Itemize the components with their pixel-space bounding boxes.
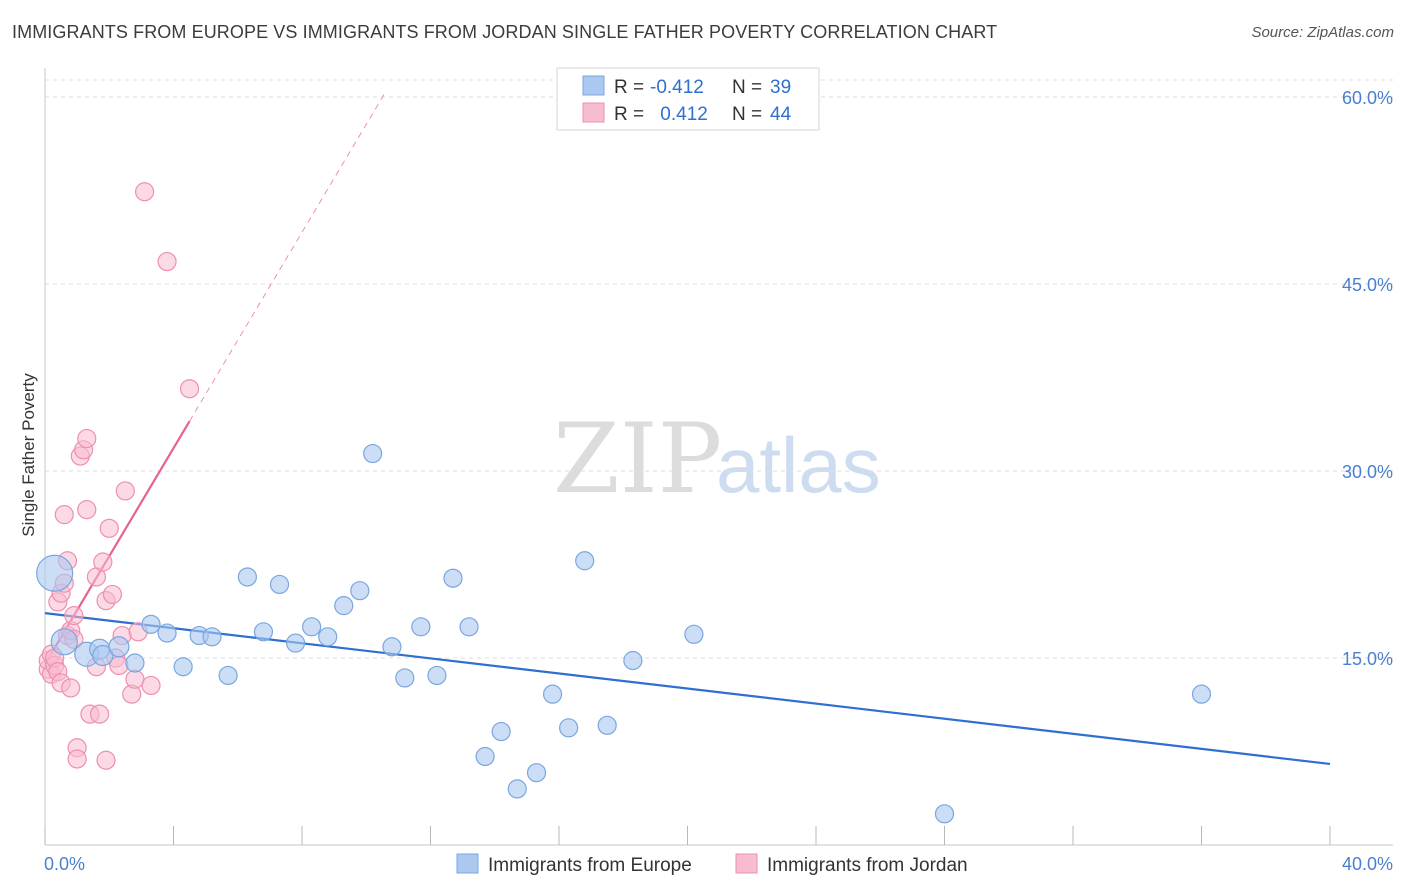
stats-legend-n-label-europe: N =: [732, 77, 762, 98]
europe-point-34: [575, 551, 595, 571]
jordan-point-27: [90, 704, 110, 724]
europe-point-17: [302, 617, 322, 637]
europe-point-15: [269, 574, 290, 595]
y-tick-label-1: 30.0%: [1342, 462, 1393, 482]
europe-point-16: [285, 633, 306, 653]
europe-point-19: [334, 596, 354, 616]
series-legend: Immigrants from Europe Immigrants from J…: [456, 853, 968, 876]
europe-point-7: [141, 614, 161, 634]
europe-point-33: [559, 718, 579, 738]
europe-point-1: [50, 628, 78, 656]
europe-point-6: [125, 653, 145, 673]
jordan-point-40: [134, 182, 155, 202]
stats-legend-swatch-jordan: [582, 102, 605, 123]
watermark-atlas: atlas: [716, 421, 881, 509]
jordan-point-42: [157, 251, 177, 272]
stats-legend-r-value-europe: -0.412: [650, 77, 704, 98]
chart-title: IMMIGRANTS FROM EUROPE VS IMMIGRANTS FRO…: [12, 22, 998, 42]
y-tick-labels: 15.0% 30.0% 45.0% 60.0%: [1342, 88, 1393, 669]
europe-point-35: [597, 715, 617, 735]
axes: [44, 68, 1393, 846]
jordan-points: [38, 182, 200, 770]
jordan-point-28: [93, 552, 113, 572]
europe-point-21: [363, 443, 383, 464]
x-tick-label-0: 0.0%: [44, 854, 85, 874]
europe-point-20: [350, 581, 370, 601]
jordan-point-31: [99, 518, 119, 538]
trend-line-jordan-extension: [189, 91, 386, 422]
series-legend-label-europe: Immigrants from Europe: [488, 855, 692, 876]
europe-point-36: [623, 650, 643, 671]
europe-point-29: [491, 721, 511, 742]
europe-point-32: [542, 684, 563, 704]
jordan-point-41: [141, 675, 161, 696]
stats-legend-r-label-jordan: R =: [614, 104, 644, 125]
chart-source: Source: ZipAtlas.com: [1251, 24, 1394, 41]
watermark-zip: ZIP: [553, 403, 722, 515]
europe-points: [36, 443, 1212, 824]
jordan-point-38: [125, 669, 145, 689]
jordan-point-32: [102, 584, 123, 605]
europe-point-27: [459, 617, 479, 637]
europe-point-30: [507, 779, 527, 799]
x-tick-label-1: 40.0%: [1342, 854, 1393, 874]
jordan-point-19: [67, 749, 87, 769]
jordan-point-36: [115, 481, 135, 501]
europe-point-37: [684, 624, 704, 644]
series-legend-label-jordan: Immigrants from Jordan: [767, 855, 968, 876]
jordan-point-16: [64, 606, 84, 626]
stats-legend-n-value-jordan: 44: [770, 104, 792, 125]
series-legend-swatch-europe: [456, 853, 479, 874]
jordan-point-30: [96, 750, 116, 770]
jordan-point-10: [54, 505, 74, 525]
europe-point-14: [253, 622, 274, 642]
europe-point-31: [526, 763, 547, 783]
europe-point-12: [218, 665, 238, 686]
europe-point-5: [108, 636, 130, 658]
europe-point-38: [934, 804, 955, 824]
stats-legend-n-label-jordan: N =: [732, 104, 762, 125]
stats-legend-r-label-europe: R =: [614, 77, 644, 98]
stats-legend-swatch-europe: [582, 75, 605, 96]
jordan-point-23: [77, 500, 97, 520]
stats-legend-r-value-jordan: 0.412: [655, 104, 708, 125]
x-tick-labels: 0.0% 40.0%: [44, 854, 1393, 874]
y-axis-title: Single Father Poverty: [19, 373, 38, 537]
series-legend-swatch-jordan: [735, 853, 758, 874]
jordan-point-43: [179, 379, 200, 399]
y-tick-label-3: 60.0%: [1342, 88, 1393, 108]
europe-point-11: [202, 627, 222, 647]
europe-point-18: [318, 627, 338, 647]
y-tick-label-0: 15.0%: [1342, 649, 1393, 669]
europe-point-13: [237, 567, 257, 587]
jordan-point-15: [61, 678, 81, 698]
europe-point-9: [173, 657, 193, 677]
europe-point-24: [411, 617, 431, 637]
europe-point-0: [36, 554, 74, 592]
europe-point-39: [1191, 684, 1212, 704]
europe-point-26: [443, 568, 463, 588]
europe-point-22: [382, 637, 402, 657]
jordan-point-22: [77, 428, 97, 449]
europe-point-25: [427, 665, 447, 686]
europe-point-4: [92, 644, 114, 667]
europe-point-8: [157, 623, 177, 643]
y-tick-label-2: 45.0%: [1342, 275, 1393, 295]
stats-legend: R = -0.412 N = 39 R = 0.412 N = 44: [556, 67, 820, 131]
europe-point-28: [475, 746, 495, 767]
stats-legend-n-value-europe: 39: [770, 77, 791, 98]
europe-point-23: [395, 668, 415, 688]
